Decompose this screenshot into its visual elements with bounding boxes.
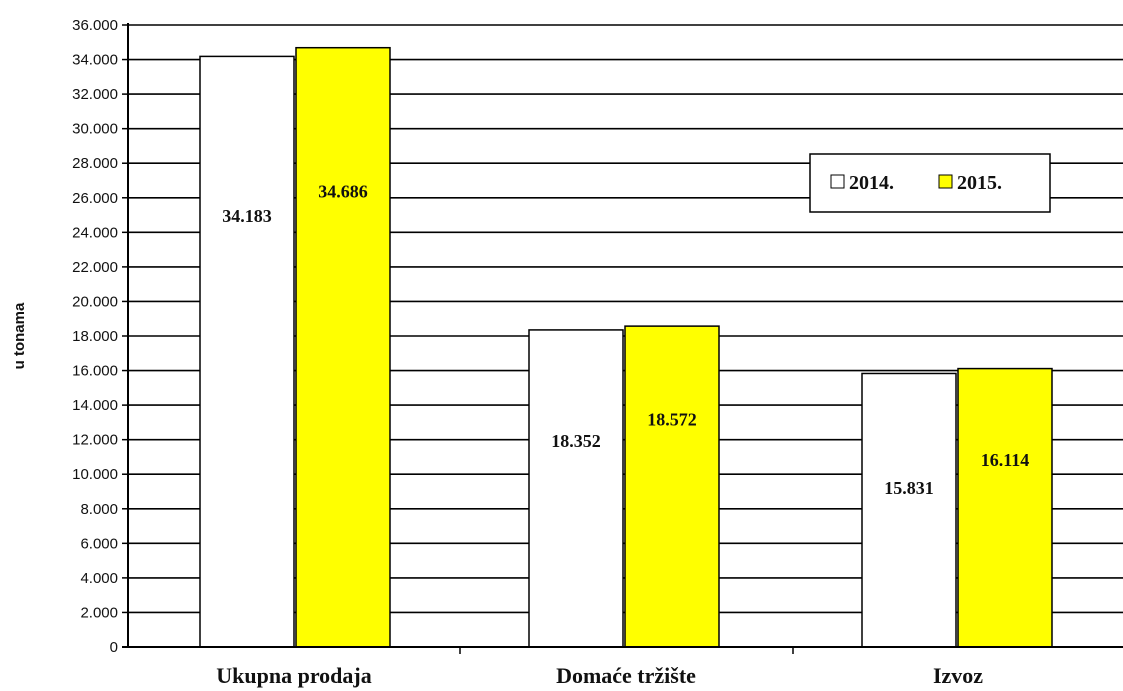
- y-tick-label: 26.000: [72, 190, 118, 207]
- data-label: 15.831: [884, 478, 934, 498]
- y-tick-label: 8.000: [80, 501, 118, 518]
- x-tick-label: Ukupna prodaja: [216, 663, 372, 688]
- bar-2014-0: [199, 55, 295, 648]
- y-tick-label: 4.000: [80, 570, 118, 587]
- legend-swatch-2014: [830, 174, 845, 189]
- y-tick-label: 30.000: [72, 121, 118, 138]
- y-tick-label: 22.000: [72, 259, 118, 276]
- y-tick-label: 18.000: [72, 328, 118, 345]
- y-tick-label: 0: [110, 639, 118, 656]
- bar-2014-1: [528, 329, 624, 648]
- y-tick-label: 24.000: [72, 224, 118, 241]
- bar-2015-2: [957, 367, 1053, 648]
- y-tick-label: 34.000: [72, 52, 118, 69]
- value-labels: 34.183 34.686 18.352 18.572 15.831 16.114: [222, 182, 1029, 498]
- y-tick-label: 28.000: [72, 155, 118, 172]
- axes: [122, 23, 1123, 654]
- data-label: 16.114: [981, 450, 1030, 470]
- legend-label-2015: 2015.: [957, 172, 1002, 194]
- bars: [199, 46, 1053, 648]
- y-tick-label: 14.000: [72, 397, 118, 414]
- legend: 2014. 2015.: [809, 153, 1051, 213]
- bar-2015-1: [624, 325, 720, 648]
- legend-box: [809, 153, 1051, 213]
- y-tick-label: 36.000: [72, 17, 118, 34]
- y-tick-label: 32.000: [72, 86, 118, 103]
- y-tick-label: 2.000: [80, 604, 118, 621]
- y-tick-label: 16.000: [72, 363, 118, 380]
- bar-2015-0: [295, 46, 391, 648]
- data-label: 34.686: [318, 182, 368, 202]
- x-tick-label: Domaće tržište: [556, 663, 696, 688]
- data-label: 18.352: [551, 431, 601, 451]
- y-tick-label: 10.000: [72, 466, 118, 483]
- legend-swatch-2015: [938, 174, 953, 189]
- data-label: 34.183: [222, 206, 272, 226]
- y-axis-ticks: 0 2.000 4.000 6.000 8.000 10.000 12.000 14.000 1…: [72, 17, 128, 656]
- bar-2014-2: [861, 372, 957, 648]
- y-tick-label: 12.000: [72, 432, 118, 449]
- legend-label-2014: 2014.: [849, 172, 894, 194]
- y-axis-label: u tonama: [11, 302, 28, 369]
- y-tick-label: 6.000: [80, 535, 118, 552]
- category-labels: Ukupna prodaja Domaće tržište Izvoz: [216, 663, 983, 688]
- data-label: 18.572: [647, 410, 697, 430]
- y-tick-label: 20.000: [72, 293, 118, 310]
- x-tick-label: Izvoz: [933, 663, 983, 688]
